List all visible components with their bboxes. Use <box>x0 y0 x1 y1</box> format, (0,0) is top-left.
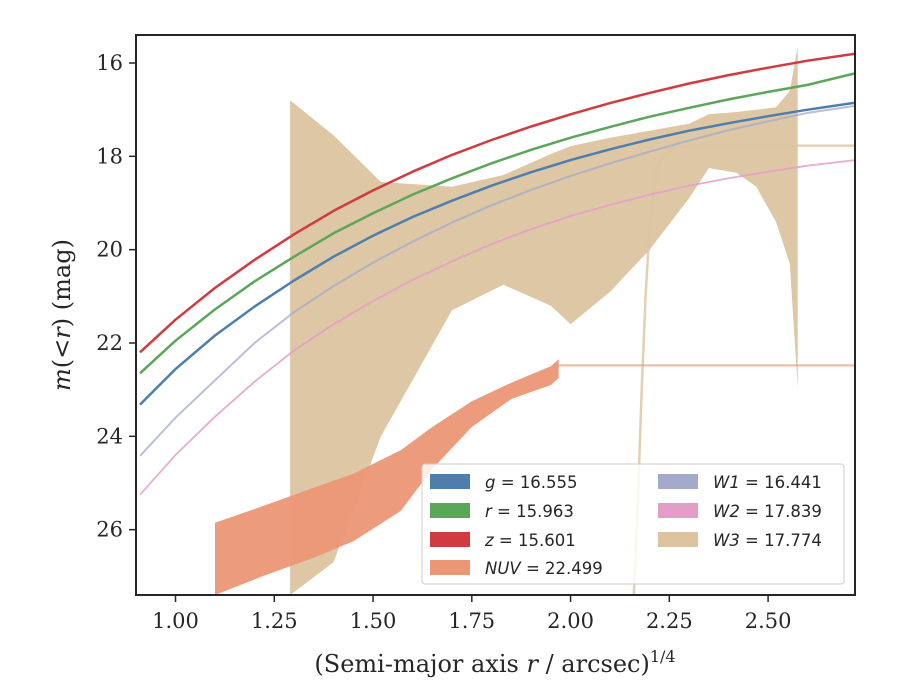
y-tick-label: 22 <box>96 331 123 355</box>
legend-label-r: r = 15.963 <box>485 502 574 521</box>
legend: g = 16.555 r = 15.963 z = 15.601 NUV = 22.4… <box>421 463 845 585</box>
legend-swatch-W3 <box>658 532 698 547</box>
band-layer <box>290 46 855 595</box>
x-tick-label: 1.00 <box>152 609 199 633</box>
y-axis: 16 18 20 22 24 26 <box>96 51 136 542</box>
y-tick-label: 18 <box>96 144 123 168</box>
series-W1-line <box>139 104 855 457</box>
y-tick-label: 26 <box>96 518 123 542</box>
legend-swatch-W2 <box>658 503 698 518</box>
series-W3-extension-line <box>632 144 855 595</box>
legend-label-g: g = 16.555 <box>485 473 578 492</box>
x-tick-label: 2.50 <box>745 609 792 633</box>
legend-swatch-r <box>430 503 470 518</box>
legend-swatch-NUV <box>430 560 470 575</box>
line-layer <box>139 52 855 595</box>
legend-entry-W3: W3 = 17.774 <box>658 531 822 550</box>
series-W3-band <box>290 46 798 595</box>
legend-entry-NUV: NUV = 22.499 <box>430 559 603 578</box>
legend-entry-g: g = 16.555 <box>430 473 578 492</box>
legend-label-W1: W1 = 16.441 <box>713 473 822 492</box>
y-tick-label: 16 <box>96 51 123 75</box>
legend-label-NUV: NUV = 22.499 <box>485 559 603 578</box>
legend-label-z: z = 15.601 <box>484 531 576 550</box>
series-NUV-band <box>215 359 559 595</box>
series-r-line <box>139 72 855 375</box>
series-W2-line <box>139 159 855 496</box>
x-tick-label: 1.25 <box>251 609 298 633</box>
x-tick-label: 1.50 <box>350 609 397 633</box>
legend-swatch-g <box>430 474 470 489</box>
y-tick-label: 24 <box>96 424 123 448</box>
x-axis: 1.00 1.25 1.50 1.75 2.00 2.25 2.50 <box>152 595 791 633</box>
legend-entry-W1: W1 = 16.441 <box>658 473 822 492</box>
legend-label-W3: W3 = 17.774 <box>713 531 822 550</box>
x-tick-label: 2.00 <box>547 609 594 633</box>
plot-frame <box>135 34 856 596</box>
legend-swatch-W1 <box>658 474 698 489</box>
series-g-line <box>139 101 855 406</box>
legend-swatch-z <box>430 532 470 547</box>
legend-entry-r: r = 15.963 <box>430 502 574 521</box>
series-z-line <box>139 52 855 354</box>
x-tick-label: 1.75 <box>448 609 495 633</box>
x-axis-title: (Semi-major axis r / arcsec)1/4 <box>314 647 675 678</box>
legend-entry-W2: W2 = 17.839 <box>658 502 822 521</box>
legend-entry-z: z = 15.601 <box>430 531 576 550</box>
legend-entries: g = 16.555 r = 15.963 z = 15.601 NUV = 22.4… <box>430 473 822 578</box>
y-tick-label: 20 <box>96 238 123 262</box>
x-tick-label: 2.25 <box>646 609 693 633</box>
y-axis-title: m(<r) (mag) <box>48 239 76 391</box>
legend-box <box>421 463 845 585</box>
legend-label-W2: W2 = 17.839 <box>713 502 822 521</box>
